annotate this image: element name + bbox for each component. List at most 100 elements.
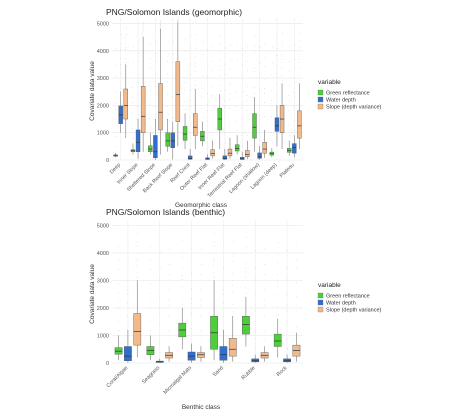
box-benthic — [210, 233, 218, 361]
outlier-point — [296, 282, 297, 283]
outlier-point — [296, 268, 297, 269]
outlier-point — [293, 68, 295, 69]
outlier-point — [242, 145, 243, 147]
outlier-point — [182, 239, 183, 241]
outlier-point — [211, 125, 213, 127]
outlier-point — [155, 73, 156, 75]
outlier-point — [281, 59, 282, 60]
outlier-point — [264, 248, 266, 250]
outlier-point — [189, 132, 191, 134]
legend-swatch — [317, 89, 324, 96]
outlier-point — [254, 337, 256, 339]
chart-title: PNG/Solomon Islands (geomorphic) — [106, 7, 242, 17]
outlier-point — [191, 263, 193, 264]
outlier-point — [172, 54, 174, 55]
x-axis-label: Geomorphic class — [175, 202, 228, 209]
outlier-point — [207, 93, 208, 94]
outlier-point — [245, 277, 246, 279]
y-tick-label: 4000 — [97, 49, 109, 55]
x-tick-label: Lagoon (shallow) — [228, 162, 261, 195]
outlier-point — [166, 93, 168, 95]
outlier-point — [207, 109, 208, 111]
outlier-point — [296, 295, 297, 297]
box-geomorphic — [210, 45, 215, 159]
outlier-point — [277, 274, 279, 276]
outlier-point — [212, 60, 214, 62]
outlier-point — [200, 330, 201, 332]
outlier-point — [167, 114, 169, 115]
outlier-point — [160, 23, 161, 25]
legend-label: Water depth — [326, 301, 356, 307]
outlier-point — [245, 237, 247, 238]
outlier-point — [224, 106, 226, 107]
outlier-point — [264, 289, 265, 291]
box-geomorphic — [123, 28, 128, 139]
outlier-point — [254, 93, 256, 95]
outlier-point — [230, 45, 231, 46]
x-tick-label: Microalgal Mats — [163, 365, 194, 396]
outlier-point — [276, 94, 277, 96]
box-geomorphic — [262, 43, 267, 158]
outlier-point — [202, 116, 204, 118]
box-benthic — [114, 246, 123, 361]
outlier-point — [200, 274, 202, 275]
outlier-point — [159, 313, 161, 315]
outlier-point — [222, 289, 224, 290]
outlier-point — [296, 259, 298, 260]
outlier-point — [271, 73, 273, 75]
outlier-point — [271, 105, 273, 107]
outlier-point — [166, 81, 168, 83]
outlier-point — [224, 74, 226, 75]
outlier-point — [136, 257, 138, 259]
x-tick-label: Coral/Algae — [106, 365, 130, 389]
outlier-point — [119, 64, 121, 65]
outlier-point — [137, 106, 138, 107]
outlier-point — [277, 48, 278, 50]
outlier-point — [132, 112, 133, 114]
outlier-point — [194, 71, 196, 72]
y-tick-label: 4000 — [97, 251, 109, 257]
outlier-point — [119, 82, 121, 84]
outlier-point — [258, 98, 260, 100]
outlier-point — [295, 318, 297, 320]
outlier-point — [281, 45, 283, 47]
outlier-point — [230, 59, 231, 61]
outlier-point — [245, 246, 247, 248]
outlier-point — [288, 100, 290, 102]
box-benthic — [242, 237, 250, 347]
y-tick-label: 3000 — [97, 279, 109, 285]
outlier-point — [200, 340, 202, 342]
outlier-point — [190, 328, 192, 329]
outlier-point — [271, 142, 273, 144]
outlier-point — [276, 83, 277, 85]
legend-label: Green reflectance — [326, 91, 370, 97]
iqr-box — [158, 83, 163, 131]
outlier-point — [143, 35, 144, 37]
outlier-point — [294, 44, 296, 46]
iqr-box — [133, 313, 142, 346]
plot-area — [112, 220, 303, 363]
outlier-point — [119, 73, 121, 74]
outlier-point — [136, 245, 138, 247]
outlier-point — [219, 65, 220, 67]
outlier-point — [219, 69, 221, 71]
benthic-chart: PNG/Solomon Islands (benthic) Benthic cl… — [89, 207, 382, 411]
outlier-point — [286, 277, 288, 279]
box-geomorphic — [240, 48, 245, 160]
outlier-point — [259, 47, 261, 48]
outlier-point — [189, 74, 191, 75]
outlier-point — [137, 93, 138, 95]
outlier-point — [299, 40, 301, 42]
outlier-point — [241, 108, 243, 109]
outlier-point — [258, 114, 260, 116]
outlier-point — [200, 305, 202, 306]
outlier-point — [181, 296, 183, 298]
x-tick-label: Plateau — [279, 162, 296, 179]
outlier-point — [264, 305, 265, 306]
iqr-box — [124, 346, 132, 362]
outlier-point — [241, 135, 243, 136]
outlier-point — [295, 290, 297, 292]
outlier-point — [296, 245, 298, 247]
outlier-point — [200, 264, 202, 265]
outlier-point — [288, 70, 290, 72]
